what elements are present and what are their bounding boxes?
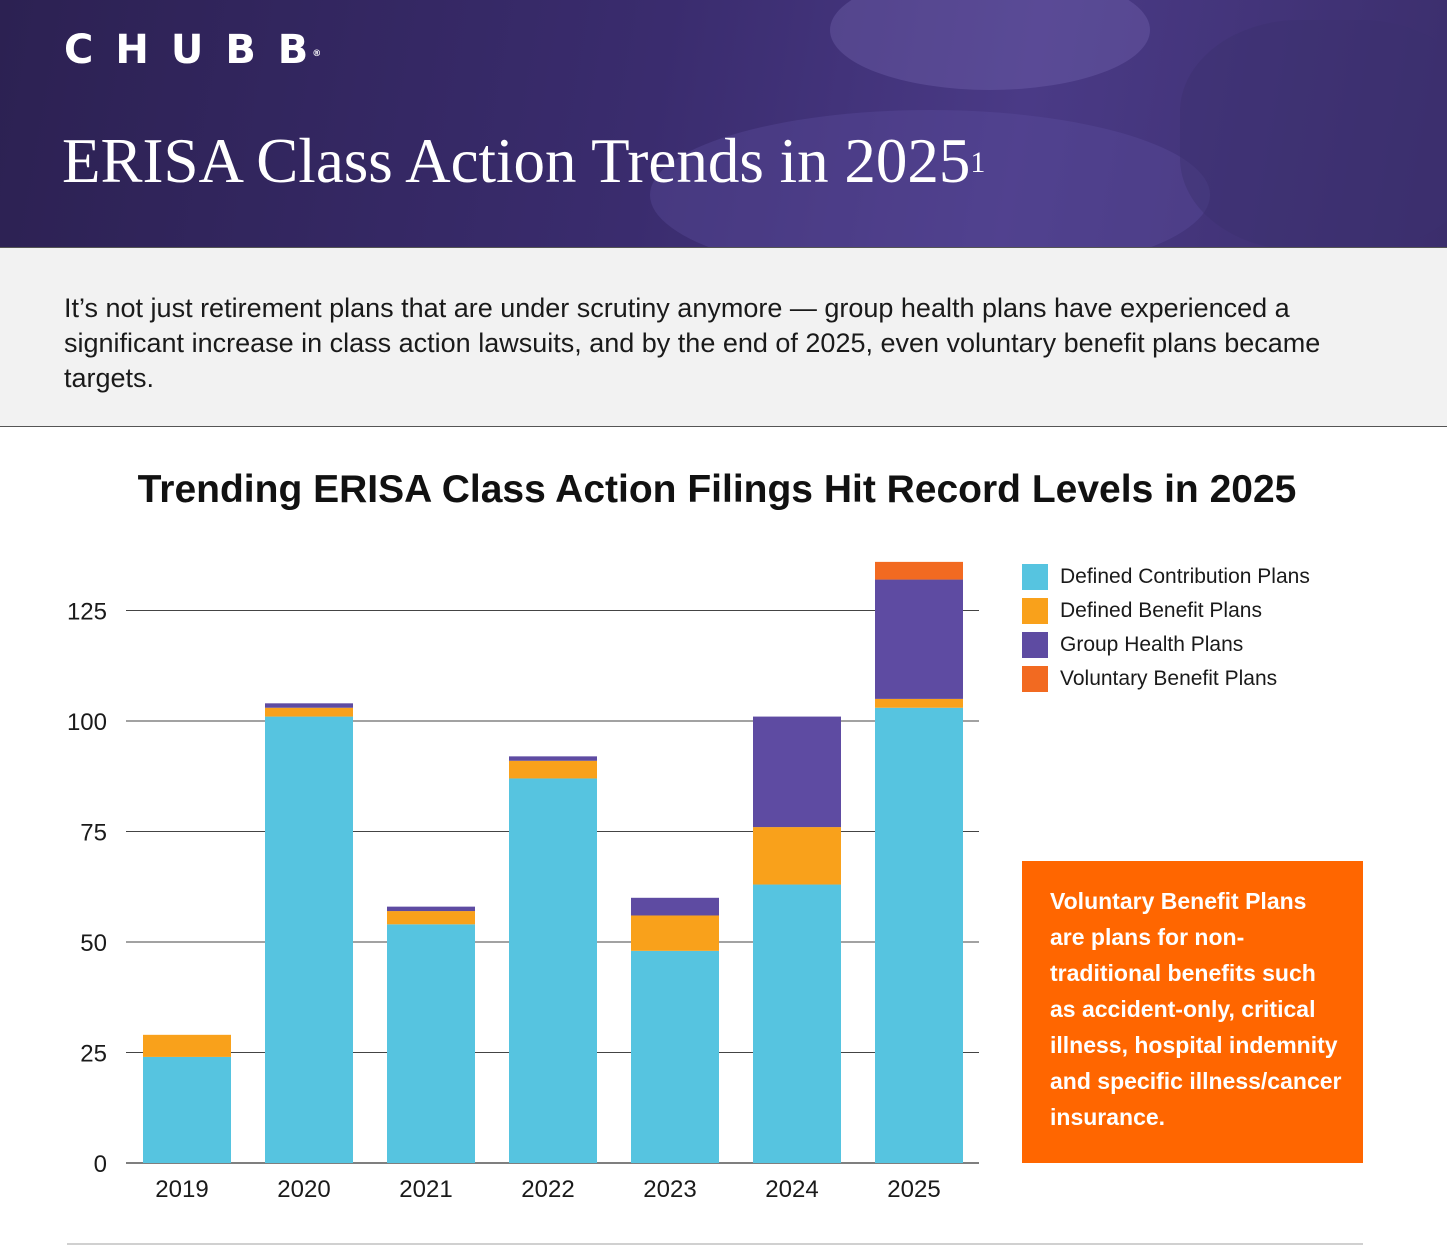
y-tick-label: 100 (67, 709, 107, 736)
bar-2021-series-2 (387, 906, 475, 912)
x-tick-label: 2023 (643, 1176, 696, 1203)
legend-swatch (1022, 666, 1048, 692)
bar-2023-series-2 (631, 897, 719, 916)
y-tick-label: 50 (80, 930, 107, 957)
chart-legend: Defined Contribution Plans Defined Benefi… (1022, 560, 1310, 696)
x-tick-label: 2021 (399, 1176, 452, 1203)
bar-2020-series-0 (265, 716, 353, 1163)
chart-title: Trending ERISA Class Action Filings Hit … (137, 468, 1297, 511)
legend-item: Defined Benefit Plans (1022, 594, 1310, 628)
legend-item: Voluntary Benefit Plans (1022, 662, 1310, 696)
legend-label: Defined Benefit Plans (1060, 599, 1262, 622)
intro-text: It’s not just retirement plans that are … (64, 293, 1321, 393)
gavel-handle-image (1180, 20, 1447, 247)
legend-swatch (1022, 564, 1048, 590)
y-tick-label: 25 (80, 1041, 107, 1068)
bar-2025-series-2 (875, 579, 963, 699)
bar-2025-series-0 (875, 707, 963, 1163)
x-tick-label: 2022 (521, 1176, 574, 1203)
bar-2022-series-2 (509, 756, 597, 761)
header-banner: CHUBB® ERISA Class Action Trends in 2025… (0, 0, 1447, 247)
legend-label: Group Health Plans (1060, 633, 1244, 656)
title-footnote[interactable]: 1 (970, 146, 986, 179)
bar-2022-series-1 (509, 760, 597, 779)
y-tick-label: 125 (67, 599, 107, 626)
bar-2021-series-1 (387, 911, 475, 925)
bar-2019-series-0 (143, 1056, 231, 1163)
page-title-text: ERISA Class Action Trends in 2025 (62, 126, 971, 196)
legend-label: Voluntary Benefit Plans (1060, 667, 1278, 690)
x-tick-label: 2024 (765, 1176, 818, 1203)
legend-label: Defined Contribution Plans (1060, 565, 1310, 588)
bar-2023-series-0 (631, 950, 719, 1163)
legend-item: Group Health Plans (1022, 628, 1310, 662)
chubb-logo[interactable]: CHUBB® (64, 28, 339, 72)
bar-2021-series-0 (387, 924, 475, 1163)
bar-2019-series-1 (143, 1034, 231, 1057)
bottom-divider (67, 1243, 1363, 1245)
logo-text: CHUBB (64, 27, 331, 73)
bar-2023-series-1 (631, 915, 719, 951)
intro-section: It’s not just retirement plans that are … (0, 247, 1447, 427)
bar-2020-series-1 (265, 707, 353, 717)
page-title: ERISA Class Action Trends in 20251 (62, 125, 985, 197)
gavel-base-image (650, 110, 1210, 247)
bar-2024-series-1 (753, 827, 841, 885)
callout-text: Voluntary Benefit Plans are plans for no… (1050, 888, 1342, 1130)
y-tick-label: 75 (80, 820, 107, 847)
bar-2024-series-2 (753, 716, 841, 828)
bar-2020-series-2 (265, 703, 353, 708)
legend-item: Defined Contribution Plans (1022, 560, 1310, 594)
x-tick-label: 2020 (277, 1176, 330, 1203)
bar-2025-series-1 (875, 698, 963, 708)
x-tick-label: 2025 (887, 1176, 940, 1203)
y-tick-label: 0 (94, 1151, 107, 1178)
legend-swatch (1022, 632, 1048, 658)
bar-2024-series-0 (753, 884, 841, 1163)
legend-swatch (1022, 598, 1048, 624)
x-tick-label: 2019 (155, 1176, 208, 1203)
bar-2025-series-3 (875, 561, 963, 580)
registered-mark: ® (312, 49, 322, 59)
voluntary-benefit-callout: Voluntary Benefit Plans are plans for no… (1022, 861, 1363, 1163)
bar-2022-series-0 (509, 778, 597, 1163)
